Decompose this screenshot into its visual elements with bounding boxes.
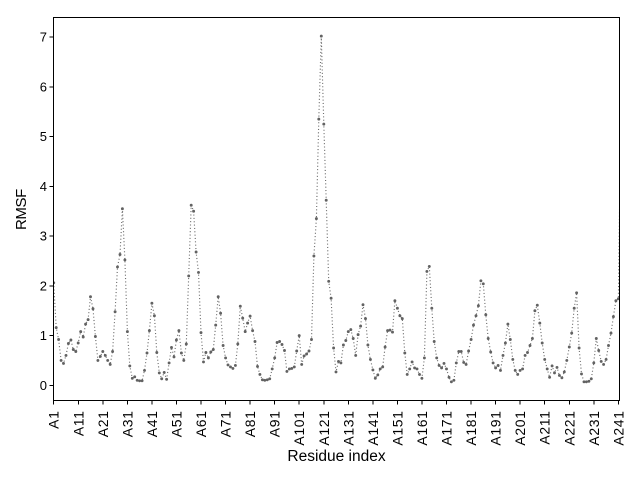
svg-text:0: 0 bbox=[40, 378, 47, 393]
svg-text:A181: A181 bbox=[463, 411, 479, 446]
svg-text:6: 6 bbox=[40, 79, 47, 94]
svg-text:Residue index: Residue index bbox=[287, 448, 385, 465]
svg-text:A101: A101 bbox=[291, 411, 307, 446]
svg-text:RMSF: RMSF bbox=[13, 189, 30, 230]
svg-text:A221: A221 bbox=[561, 411, 577, 446]
svg-text:7: 7 bbox=[40, 30, 47, 45]
svg-text:A1: A1 bbox=[46, 411, 62, 429]
svg-text:A151: A151 bbox=[389, 411, 405, 446]
svg-text:3: 3 bbox=[40, 229, 47, 244]
svg-text:A71: A71 bbox=[218, 411, 234, 438]
svg-text:5: 5 bbox=[40, 129, 47, 144]
svg-text:A31: A31 bbox=[119, 411, 135, 438]
svg-text:A51: A51 bbox=[168, 411, 184, 438]
svg-text:A121: A121 bbox=[316, 411, 332, 446]
svg-text:A81: A81 bbox=[242, 411, 258, 438]
svg-text:A61: A61 bbox=[193, 411, 209, 438]
svg-text:A241: A241 bbox=[610, 411, 626, 446]
svg-text:A91: A91 bbox=[267, 411, 283, 438]
svg-text:A11: A11 bbox=[70, 411, 86, 437]
svg-text:A171: A171 bbox=[439, 411, 455, 446]
svg-text:A211: A211 bbox=[537, 411, 553, 445]
svg-text:4: 4 bbox=[40, 179, 47, 194]
svg-text:A161: A161 bbox=[414, 411, 430, 446]
svg-text:A41: A41 bbox=[144, 411, 160, 438]
svg-text:A191: A191 bbox=[488, 410, 504, 445]
svg-text:A131: A131 bbox=[340, 411, 356, 446]
svg-text:A201: A201 bbox=[512, 411, 528, 446]
svg-text:1: 1 bbox=[40, 328, 47, 343]
svg-text:A231: A231 bbox=[586, 411, 602, 446]
svg-text:A141: A141 bbox=[365, 411, 381, 446]
svg-text:A21: A21 bbox=[95, 411, 111, 438]
svg-text:2: 2 bbox=[40, 278, 47, 293]
